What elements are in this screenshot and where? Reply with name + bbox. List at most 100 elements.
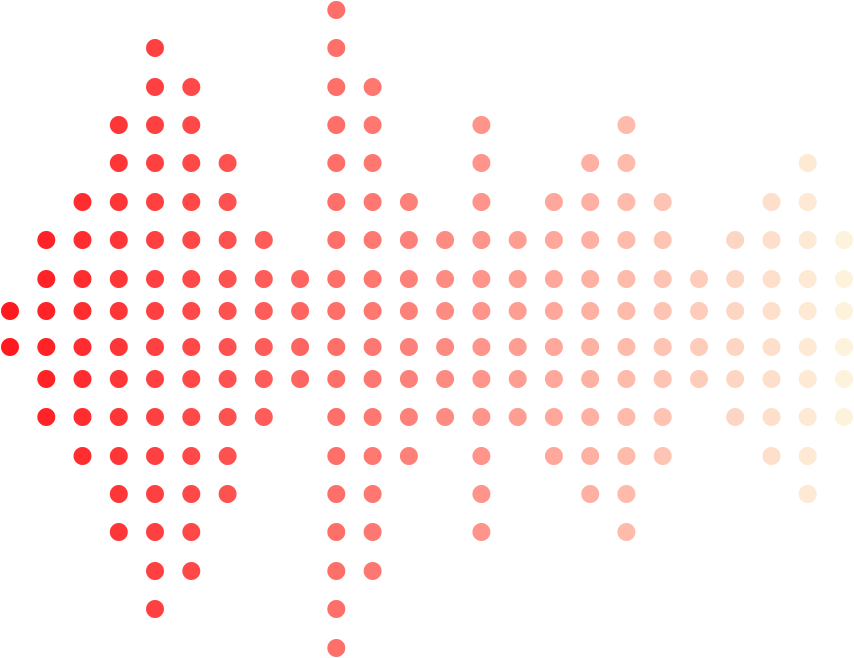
dot [581, 370, 600, 388]
dot [363, 523, 382, 541]
dot [327, 485, 346, 503]
dot [218, 302, 237, 320]
dot [544, 231, 563, 249]
dot [182, 116, 201, 134]
dot [690, 302, 708, 320]
dot [73, 338, 92, 356]
dot [798, 485, 817, 503]
dot [726, 270, 745, 288]
dot [436, 408, 455, 426]
dot [182, 302, 201, 320]
dot-column [146, 39, 164, 618]
dot-column [37, 231, 56, 426]
dot [182, 270, 201, 288]
dot [146, 447, 164, 465]
dot [472, 447, 491, 465]
dot-column [254, 231, 273, 426]
dot [146, 408, 164, 426]
dot-column [218, 154, 237, 503]
dot [617, 408, 636, 426]
dot [254, 370, 273, 388]
dot [762, 338, 781, 356]
dot [327, 39, 346, 57]
dot [37, 231, 56, 249]
dot [472, 193, 491, 211]
dot [472, 338, 491, 356]
dot [218, 270, 237, 288]
dot [109, 523, 128, 541]
dot [327, 116, 346, 134]
dot [327, 231, 346, 249]
dot [1, 338, 19, 356]
dot [363, 193, 382, 211]
dot [109, 193, 128, 211]
dot [617, 231, 636, 249]
dot [363, 408, 382, 426]
dot [617, 302, 636, 320]
dot [581, 447, 600, 465]
dot [109, 408, 128, 426]
dot [762, 193, 781, 211]
dot [436, 270, 455, 288]
dot [218, 485, 237, 503]
dot [146, 116, 164, 134]
dot [617, 485, 636, 503]
dot [653, 408, 672, 426]
dot [146, 485, 164, 503]
dot [436, 231, 455, 249]
dot [146, 231, 164, 249]
dot [182, 562, 201, 580]
dot [617, 338, 636, 356]
dot [146, 270, 164, 288]
dot [363, 302, 382, 320]
dot [581, 302, 600, 320]
dot [508, 370, 527, 388]
dot [182, 408, 201, 426]
dot [327, 193, 346, 211]
dot [762, 408, 781, 426]
dot [327, 1, 346, 19]
dot [37, 302, 56, 320]
dot [146, 39, 164, 57]
dot [109, 116, 128, 134]
dot-column [653, 193, 672, 465]
dot [291, 338, 310, 356]
dot [327, 447, 346, 465]
dot [37, 408, 56, 426]
dot [617, 523, 636, 541]
dot [544, 447, 563, 465]
dot-column [690, 270, 708, 388]
dot [653, 270, 672, 288]
dot [544, 270, 563, 288]
dot [363, 447, 382, 465]
dot [690, 270, 708, 288]
dot [146, 523, 164, 541]
dot [653, 231, 672, 249]
dot [399, 370, 418, 388]
dot [508, 302, 527, 320]
dot [182, 485, 201, 503]
dot [327, 562, 346, 580]
dot [182, 447, 201, 465]
dot [690, 338, 708, 356]
dot [581, 408, 600, 426]
dot [37, 338, 56, 356]
dot [399, 338, 418, 356]
dot [182, 78, 201, 96]
dot [436, 338, 455, 356]
dot [508, 408, 527, 426]
dot [327, 338, 346, 356]
dot [182, 338, 201, 356]
dot [399, 302, 418, 320]
dot [762, 447, 781, 465]
dot [581, 338, 600, 356]
dot [798, 370, 817, 388]
dot [218, 447, 237, 465]
dot [327, 600, 346, 618]
dot [37, 370, 56, 388]
dot [363, 78, 382, 96]
dot [653, 302, 672, 320]
dot [399, 447, 418, 465]
dot [653, 447, 672, 465]
